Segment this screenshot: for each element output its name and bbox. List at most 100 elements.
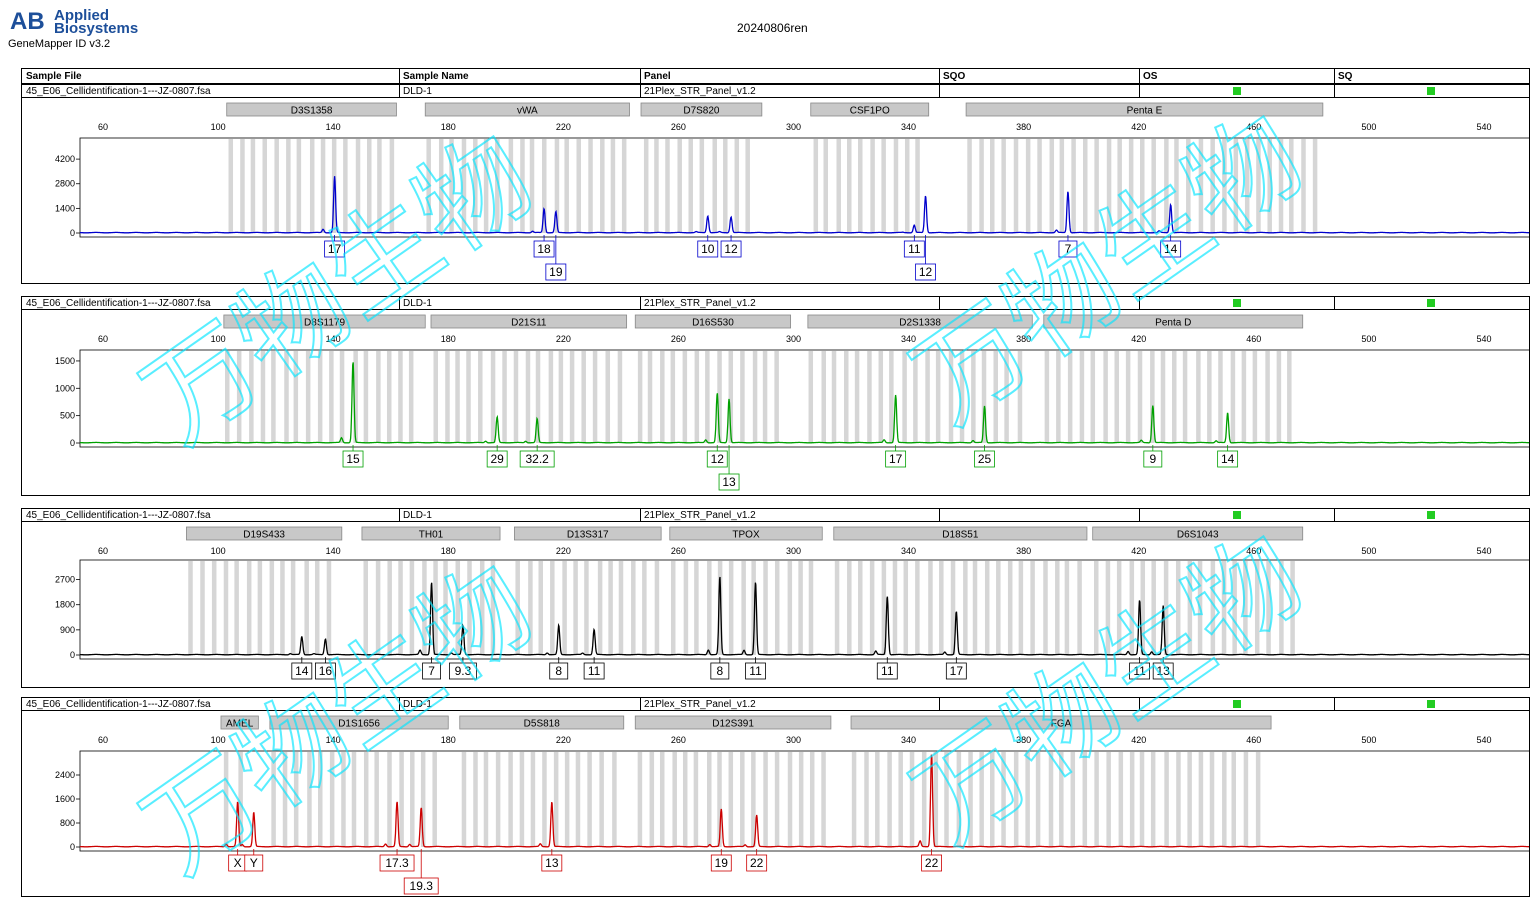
allele-call-label[interactable]: 10 [697, 235, 719, 258]
marker-d12s391[interactable]: D12S391 [634, 715, 832, 730]
svg-text:10: 10 [701, 242, 715, 256]
x-tick-label: 100 [211, 546, 226, 556]
marker-fga[interactable]: FGA [850, 715, 1272, 730]
allele-call-label[interactable]: 13 [718, 445, 740, 491]
allele-call-label[interactable]: 9.3 [449, 657, 477, 680]
marker-d13s317[interactable]: D13S317 [514, 526, 662, 541]
column-divider [939, 698, 940, 710]
allele-call-label[interactable]: 14 [1217, 445, 1239, 468]
marker-tpox[interactable]: TPOX [669, 526, 823, 541]
electropherogram-panel-red: 45_E06_Cellidentification-1---JZ-0807.fs… [21, 697, 1530, 897]
allele-call-label[interactable]: 16 [315, 657, 336, 680]
allele-call-label[interactable]: X [228, 849, 248, 872]
marker-label: FGA [1051, 719, 1072, 730]
svg-text:25: 25 [978, 452, 992, 466]
y-tick-label: 2700 [55, 575, 75, 585]
allele-call-label[interactable]: 17 [324, 235, 346, 258]
marker-label: AMEL [226, 719, 254, 730]
column-divider [640, 297, 641, 309]
allele-call-label[interactable]: 7 [422, 657, 441, 680]
column-header-sample-file[interactable]: Sample File [26, 71, 82, 82]
marker-d5s818[interactable]: D5S818 [459, 715, 625, 730]
allele-call-label[interactable]: 12 [915, 235, 936, 281]
svg-text:13: 13 [722, 475, 736, 489]
allele-call-label[interactable]: 15 [342, 445, 364, 468]
marker-d2s1338[interactable]: D2S1338 [807, 314, 1033, 329]
allele-call-label[interactable]: 11 [903, 235, 925, 258]
y-tick-label: 0 [70, 438, 75, 448]
marker-d1s1656[interactable]: D1S1656 [269, 715, 449, 730]
column-header-sqo[interactable]: SQO [943, 71, 966, 82]
allele-call-label[interactable]: 19.3 [403, 849, 439, 895]
marker-d16s530[interactable]: D16S530 [634, 314, 792, 329]
allele-call-label[interactable]: 25 [974, 445, 995, 468]
panel-name: 21Plex_STR_Panel_v1.2 [644, 510, 756, 521]
svg-text:12: 12 [711, 452, 725, 466]
allele-call-label[interactable]: 13 [1152, 657, 1174, 680]
svg-text:22: 22 [750, 856, 764, 870]
allele-call-label[interactable]: 18 [533, 235, 555, 258]
allele-call-label[interactable]: 29 [486, 445, 508, 468]
x-tick-label: 420 [1131, 122, 1146, 132]
marker-d6s1043[interactable]: D6S1043 [1092, 526, 1304, 541]
x-tick-label: 220 [556, 735, 571, 745]
y-tick-label: 900 [60, 625, 75, 635]
x-tick-label: 340 [901, 334, 916, 344]
column-header-os[interactable]: OS [1143, 71, 1158, 82]
column-header-panel[interactable]: Panel [644, 71, 671, 82]
marker-d21s11[interactable]: D21S11 [430, 314, 628, 329]
allele-call-label[interactable]: 8 [549, 657, 569, 680]
x-tick-label: 340 [901, 735, 916, 745]
allele-call-label[interactable]: 19 [545, 235, 567, 281]
marker-csf1po[interactable]: CSF1PO [810, 102, 930, 117]
column-divider [939, 85, 940, 97]
allele-call-label[interactable]: 8 [710, 657, 730, 680]
allele-call-label[interactable]: 17 [945, 657, 967, 680]
column-header-sq[interactable]: SQ [1338, 71, 1353, 82]
x-tick-label: 140 [326, 735, 341, 745]
allele-call-label[interactable]: 19 [710, 849, 732, 872]
allele-call-label[interactable]: 11 [1129, 657, 1150, 680]
sample-info-row: 45_E06_Cellidentification-1---JZ-0807.fs… [22, 509, 1529, 522]
allele-call-label[interactable]: 7 [1058, 235, 1078, 258]
x-tick-label: 220 [556, 546, 571, 556]
marker-penta-d[interactable]: Penta D [1043, 314, 1304, 329]
x-tick-label: 300 [786, 334, 801, 344]
allele-call-label[interactable]: 11 [745, 657, 766, 680]
allele-bins [228, 139, 1318, 233]
allele-call-label[interactable]: 14 [1160, 235, 1182, 258]
marker-vwa[interactable]: vWA [424, 102, 630, 117]
allele-call-label[interactable]: 14 [291, 657, 313, 680]
allele-call-label[interactable]: 32.2 [519, 445, 555, 468]
column-divider [399, 297, 400, 309]
marker-d19s433[interactable]: D19S433 [186, 526, 343, 541]
x-tick-label: 460 [1246, 735, 1261, 745]
plot-frame [79, 750, 1529, 852]
x-tick-label: 140 [326, 122, 341, 132]
allele-call-label[interactable]: 22 [746, 849, 768, 872]
svg-text:12: 12 [919, 265, 933, 279]
marker-label: Penta E [1127, 106, 1163, 117]
marker-th01[interactable]: TH01 [361, 526, 501, 541]
allele-call-label[interactable]: 22 [921, 849, 942, 872]
marker-d18s51[interactable]: D18S51 [833, 526, 1088, 541]
allele-call-label[interactable]: 12 [706, 445, 728, 468]
marker-d7s820[interactable]: D7S820 [640, 102, 763, 117]
sqo-status-indicator [1233, 511, 1241, 519]
allele-call-label[interactable]: 17 [885, 445, 907, 468]
allele-call-label[interactable]: 17.3 [379, 849, 415, 872]
y-tick-label: 500 [60, 411, 75, 421]
marker-label: D7S820 [683, 106, 720, 117]
marker-d3s1358[interactable]: D3S1358 [226, 102, 397, 117]
allele-call-label[interactable]: 11 [583, 657, 605, 680]
sample-info-row: 45_E06_Cellidentification-1---JZ-0807.fs… [22, 297, 1529, 310]
marker-penta-e[interactable]: Penta E [965, 102, 1324, 117]
allele-call-label[interactable]: 9 [1143, 445, 1163, 468]
marker-amel[interactable]: AMEL [220, 715, 259, 730]
column-header-sample-name[interactable]: Sample Name [403, 71, 469, 82]
allele-call-label[interactable]: 12 [720, 235, 742, 258]
allele-call-label[interactable]: 11 [876, 657, 898, 680]
marker-d8s1179[interactable]: D8S1179 [223, 314, 426, 329]
allele-call-label[interactable]: 13 [541, 849, 563, 872]
allele-call-label[interactable]: Y [244, 849, 264, 872]
